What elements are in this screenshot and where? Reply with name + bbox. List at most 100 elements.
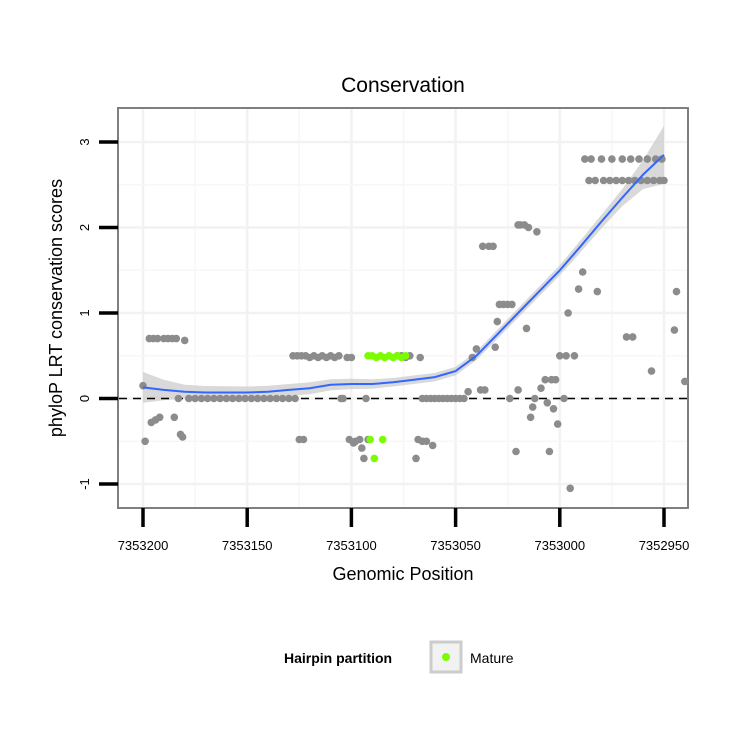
point-other [591,176,599,185]
point-other [285,394,293,403]
point-other [253,394,262,403]
point-other [197,394,206,403]
point-other [593,287,602,296]
point-other [141,437,149,446]
point-other [491,343,500,352]
point-other [647,367,656,375]
point-other [618,155,627,163]
points-layer [139,155,689,493]
x-tick-label: 7353100 [326,538,377,553]
point-other [643,155,652,163]
point-other [178,433,187,441]
point-other [347,353,356,362]
y-axis-title: phyloP LRT conservation scores [46,179,66,437]
point-other [472,345,481,353]
point-mature [370,454,379,463]
point-other [524,223,533,232]
point-other [266,394,274,403]
point-mature [401,352,410,360]
point-other [597,155,606,163]
point-other [612,176,620,185]
point-other [272,394,281,403]
point-other [526,413,535,422]
smooth-line [142,154,665,394]
point-other [170,413,179,422]
y-tick-label: 1 [77,309,92,316]
point-other [514,386,522,394]
point-other [422,437,431,446]
point-other [574,285,583,293]
point-other [185,394,193,403]
point-other [578,268,587,276]
point-other [412,454,420,463]
point-other [531,394,539,403]
point-other [599,176,608,185]
point-other [335,352,343,360]
point-other [643,176,652,185]
point-other [247,394,256,403]
y-tick-label: 3 [77,138,92,145]
y-tick-label: -1 [77,478,92,490]
point-other [228,394,237,403]
point-other [624,176,633,185]
point-other [670,326,679,334]
point-other [416,353,425,362]
point-other [222,394,231,403]
point-other [478,242,487,251]
legend-label-mature: Mature [470,650,514,666]
legend-title: Hairpin partition [284,650,392,666]
point-other [560,394,568,403]
point-other [551,375,560,384]
point-other [358,444,366,452]
point-other [203,394,212,403]
point-other [585,176,593,185]
point-other [235,394,243,403]
point-other [564,309,572,317]
point-mature [366,435,375,444]
point-other [608,155,616,163]
point-other [672,287,681,296]
point-other [562,352,570,360]
point-other [512,447,520,456]
point-other [606,176,614,185]
point-other [180,336,189,345]
point-other [635,155,643,163]
point-other [533,228,541,236]
point-other [428,441,437,450]
x-tick-label: 7353200 [118,538,169,553]
point-other [191,394,199,403]
point-other [556,352,564,360]
point-other [522,324,531,333]
point-other [299,435,308,444]
x-tick-label: 7353000 [534,538,585,553]
point-other [543,399,552,407]
point-other [174,394,183,403]
point-other [570,352,579,360]
x-tick-label: 7352950 [639,538,690,553]
point-other [528,403,537,411]
legend-key [429,640,463,674]
point-other [537,384,545,393]
y-tick-label: 0 [77,395,92,402]
point-other [660,176,668,185]
point-other [508,300,516,309]
x-axis-title: Genomic Position [332,564,473,584]
point-other [360,454,368,463]
point-other [626,155,635,163]
point-other [216,394,224,403]
point-other [278,394,287,403]
legend-mature-marker [442,653,450,661]
point-other [545,447,554,456]
point-other [541,375,549,384]
point-other [622,333,631,341]
point-other [506,394,514,403]
point-other [481,386,489,394]
point-other [155,413,164,422]
point-other [566,484,574,493]
point-other [628,333,637,341]
legend: Hairpin partition Mature [284,640,514,674]
point-mature [378,435,387,444]
y-tick-label: 2 [77,224,92,231]
point-other [339,394,347,403]
